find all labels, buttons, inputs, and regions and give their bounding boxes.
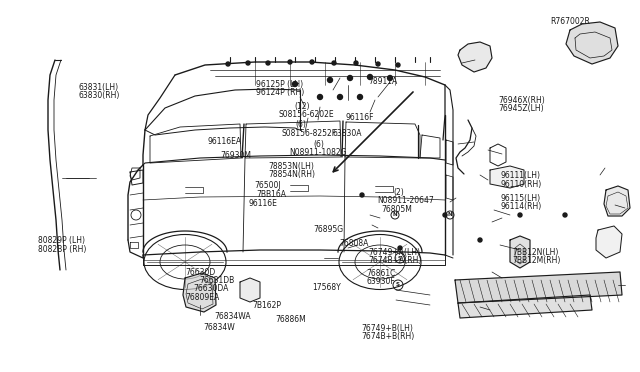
Text: 96110(RH): 96110(RH) [500, 180, 541, 189]
Text: 76834W: 76834W [204, 323, 236, 332]
Circle shape [396, 63, 400, 67]
Circle shape [337, 94, 342, 99]
Text: 7674B+B(RH): 7674B+B(RH) [362, 332, 415, 341]
Text: 63831(LH): 63831(LH) [78, 83, 118, 92]
Circle shape [266, 61, 270, 65]
Polygon shape [455, 272, 622, 303]
Text: 7674B+A(RH): 7674B+A(RH) [368, 256, 421, 265]
Text: 63930F: 63930F [366, 277, 395, 286]
Circle shape [376, 62, 380, 66]
Polygon shape [566, 22, 618, 64]
Text: 96111(LH): 96111(LH) [500, 171, 540, 180]
Text: 7BB12N(LH): 7BB12N(LH) [512, 248, 558, 257]
Text: 76808A: 76808A [339, 239, 369, 248]
Circle shape [332, 61, 336, 65]
Polygon shape [510, 236, 530, 268]
Circle shape [443, 213, 447, 217]
Text: (2): (2) [394, 188, 404, 197]
Text: 96114(RH): 96114(RH) [500, 202, 541, 211]
Text: N08911-20647: N08911-20647 [378, 196, 435, 205]
Text: N: N [448, 212, 452, 218]
Text: N: N [393, 212, 397, 218]
Polygon shape [458, 295, 592, 318]
Text: S08156-6202E: S08156-6202E [278, 110, 334, 119]
Polygon shape [596, 226, 622, 258]
Text: 76631DB: 76631DB [200, 276, 235, 285]
Polygon shape [240, 278, 260, 302]
Text: 7B162P: 7B162P [253, 301, 282, 310]
Text: 96116F: 96116F [346, 113, 374, 122]
Circle shape [358, 94, 362, 99]
Text: 78911A: 78911A [368, 77, 397, 86]
Text: 76749+A(LH): 76749+A(LH) [368, 248, 420, 257]
Circle shape [360, 193, 364, 197]
Text: 63830(RH): 63830(RH) [78, 92, 120, 100]
Circle shape [317, 94, 323, 99]
Circle shape [310, 60, 314, 64]
Circle shape [292, 81, 298, 87]
Text: 76630D: 76630D [186, 268, 216, 277]
Text: (6): (6) [314, 140, 324, 149]
Polygon shape [604, 186, 630, 216]
Text: 17568Y: 17568Y [312, 283, 341, 292]
Text: 7BB16A: 7BB16A [256, 190, 286, 199]
Text: 8082BP (RH): 8082BP (RH) [38, 245, 87, 254]
Text: 76895G: 76895G [314, 225, 344, 234]
Text: 76630DA: 76630DA [193, 284, 228, 293]
Circle shape [387, 76, 392, 80]
Text: 96116E: 96116E [248, 199, 277, 208]
Text: S: S [396, 282, 400, 288]
Text: 78853N(LH): 78853N(LH) [269, 162, 315, 171]
Circle shape [348, 76, 353, 80]
Circle shape [478, 238, 482, 242]
Text: 76945Z(LH): 76945Z(LH) [498, 104, 543, 113]
Text: 7BB12M(RH): 7BB12M(RH) [512, 256, 561, 265]
Circle shape [246, 61, 250, 65]
Text: 76749+B(LH): 76749+B(LH) [362, 324, 413, 333]
Text: R767002R: R767002R [550, 17, 590, 26]
Text: S08156-8252F: S08156-8252F [282, 129, 337, 138]
Text: 96116EA: 96116EA [208, 137, 242, 146]
Text: 76834WA: 76834WA [214, 312, 251, 321]
Circle shape [518, 213, 522, 217]
Text: 76861C: 76861C [366, 269, 396, 278]
Text: (12): (12) [294, 102, 310, 110]
Text: 76805M: 76805M [381, 205, 412, 214]
Circle shape [328, 77, 333, 83]
Text: 96115(LH): 96115(LH) [500, 194, 541, 203]
Circle shape [288, 60, 292, 64]
Text: 80829P (LH): 80829P (LH) [38, 236, 85, 245]
Circle shape [354, 61, 358, 65]
Circle shape [226, 62, 230, 66]
Text: 63830A: 63830A [333, 129, 362, 138]
Text: S: S [398, 256, 402, 260]
Text: 78854N(RH): 78854N(RH) [269, 170, 316, 179]
Polygon shape [183, 273, 216, 312]
Text: 76500J: 76500J [255, 182, 282, 190]
Circle shape [398, 246, 402, 250]
Circle shape [367, 74, 372, 80]
Text: 96125P (LH): 96125P (LH) [256, 80, 303, 89]
Text: 76886M: 76886M [275, 315, 306, 324]
Polygon shape [490, 166, 524, 188]
Circle shape [563, 213, 567, 217]
Text: 76930M: 76930M [221, 151, 252, 160]
Text: 96124P (RH): 96124P (RH) [256, 88, 304, 97]
Text: 76809EA: 76809EA [186, 293, 220, 302]
Text: N08911-1082G: N08911-1082G [289, 148, 347, 157]
Text: (6): (6) [296, 121, 307, 129]
Text: 76946X(RH): 76946X(RH) [498, 96, 545, 105]
Polygon shape [458, 42, 492, 72]
